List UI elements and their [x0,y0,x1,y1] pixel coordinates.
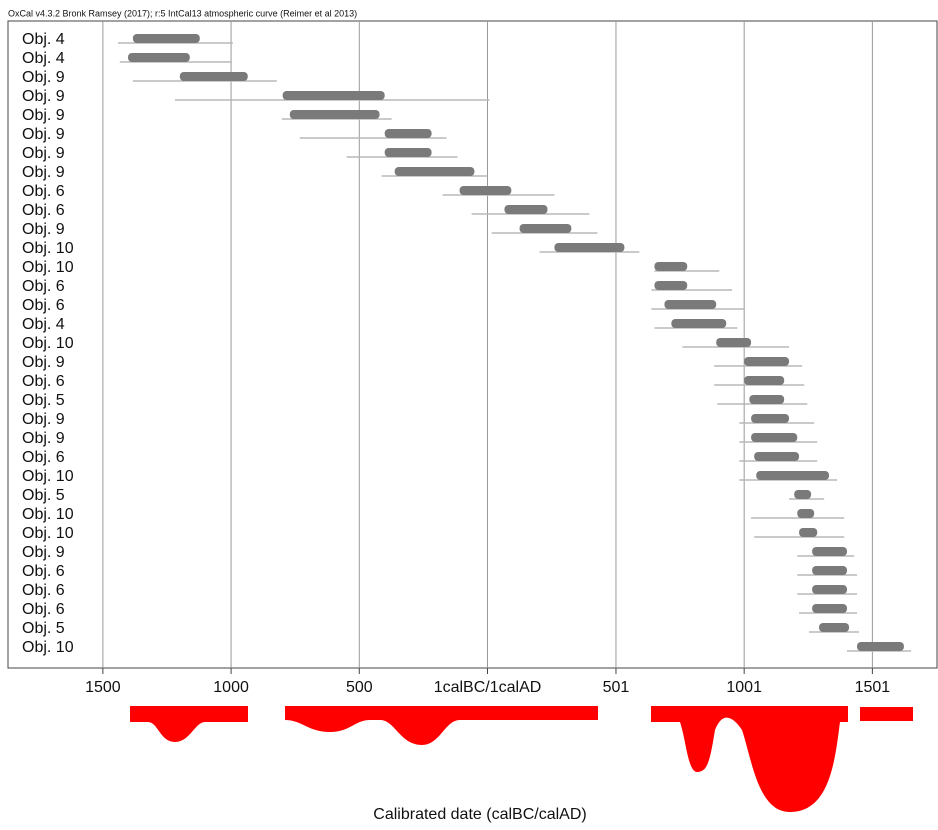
row-label: Obj. 9 [22,126,65,143]
probability-mass [812,604,847,613]
row-label: Obj. 10 [22,240,74,257]
chart-title: OxCal v4.3.2 Bronk Ramsey (2017); r:5 In… [8,8,357,18]
probability-mass [749,395,785,404]
row-label: Obj. 6 [22,563,65,580]
row-label: Obj. 6 [22,373,65,390]
row-label: Obj. 5 [22,487,65,504]
probability-mass [384,129,432,138]
row-label: Obj. 4 [22,316,65,333]
probability-mass [664,300,717,309]
row-label: Obj. 9 [22,430,65,447]
probability-mass [289,110,380,119]
probability-mass [812,547,847,556]
row-label: Obj. 6 [22,278,65,295]
row-label: Obj. 5 [22,392,65,409]
probability-mass [716,338,752,347]
row-label: Obj. 9 [22,544,65,561]
row-label: Obj. 6 [22,202,65,219]
probability-mass [394,167,475,176]
summary-shapes [130,706,913,812]
x-tick-label: 1001 [726,679,762,696]
probability-mass [179,72,248,81]
row-label: Obj. 10 [22,259,74,276]
row-label: Obj. 6 [22,449,65,466]
row-label: Obj. 9 [22,164,65,181]
probability-mass [799,528,818,537]
x-tick-label: 1500 [85,679,121,696]
row-label: Obj. 9 [22,107,65,124]
row-label: Obj. 6 [22,582,65,599]
probability-mass [459,186,512,195]
row-label: Obj. 10 [22,525,74,542]
probability-mass [797,509,815,518]
x-tick-label: 1000 [213,679,249,696]
probability-mass [744,357,790,366]
row-label: Obj. 4 [22,50,65,67]
probability-mass [128,53,190,62]
row-label: Obj. 4 [22,31,65,48]
plot-frame [7,20,938,669]
x-tick-label: 1calBC/1calAD [434,679,542,696]
row-label: Obj. 10 [22,468,74,485]
x-tick-label: 1501 [855,679,891,696]
row-label: Obj. 6 [22,183,65,200]
probability-mass [554,243,625,252]
probability-mass [754,452,800,461]
probability-mass [654,281,688,290]
probability-mass [519,224,572,233]
probability-mass [132,34,200,43]
row-label: Obj. 9 [22,221,65,238]
probability-mass [504,205,548,214]
row-label: Obj. 9 [22,69,65,86]
x-tick-label: 501 [603,679,630,696]
row-label: Obj. 9 [22,354,65,371]
x-tick-label: 500 [346,679,373,696]
probability-mass [751,414,790,423]
probability-mass [812,566,847,575]
probability-mass [654,262,688,271]
row-label: Obj. 10 [22,335,74,352]
red-shape [860,707,913,721]
probability-mass [756,471,830,480]
row-label: Obj. 6 [22,601,65,618]
probability-mass [812,585,847,594]
row-label: Obj. 9 [22,145,65,162]
red-shape [130,706,248,742]
probability-mass [751,433,798,442]
probability-mass [282,91,385,100]
probability-mass [744,376,785,385]
red-shape [651,706,848,812]
probability-mass [671,319,727,328]
row-label: Obj. 10 [22,639,74,656]
row-label: Obj. 6 [22,297,65,314]
row-label: Obj. 9 [22,411,65,428]
row-label: Obj. 5 [22,620,65,637]
row-label: Obj. 9 [22,88,65,105]
probability-mass [856,642,904,651]
row-label: Obj. 10 [22,506,74,523]
probability-mass [819,623,850,632]
red-shape [285,706,598,745]
x-axis-label: Calibrated date (calBC/calAD) [373,806,586,823]
probability-mass [384,148,432,157]
probability-mass [794,490,812,499]
